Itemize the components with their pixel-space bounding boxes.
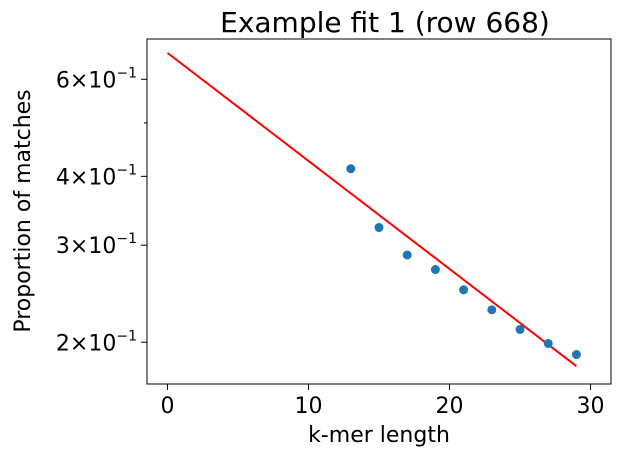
x-axis-label: k-mer length: [308, 423, 450, 448]
y-tick-label: 4×10−1: [56, 162, 137, 190]
data-point: [543, 338, 553, 348]
plot-area: [166, 52, 581, 367]
data-point: [374, 223, 384, 233]
y-tick-label: 3×10−1: [56, 231, 137, 259]
y-axis-label: Proportion of matches: [11, 89, 36, 332]
fit-line: [166, 52, 578, 367]
chart-title: Example fit 1 (row 668): [220, 6, 550, 39]
x-tick-label: 30: [577, 394, 605, 419]
data-point: [571, 350, 581, 360]
data-point: [459, 285, 469, 295]
y-tick-label: 2×10−1: [56, 328, 137, 356]
data-point: [487, 305, 497, 315]
x-tick-label: 20: [436, 394, 464, 419]
data-point: [346, 164, 356, 174]
x-tick-label: 10: [294, 394, 322, 419]
data-point: [430, 265, 440, 275]
x-axis: 0 10 20 30: [160, 384, 605, 419]
plot-frame: [146, 38, 612, 385]
data-point: [515, 324, 525, 334]
y-tick-label: 6×10−1: [56, 65, 137, 93]
x-tick-label: 0: [160, 394, 174, 419]
data-point: [402, 250, 412, 260]
y-axis: 2×10−1 3×10−1 4×10−1 6×10−1: [56, 65, 147, 356]
